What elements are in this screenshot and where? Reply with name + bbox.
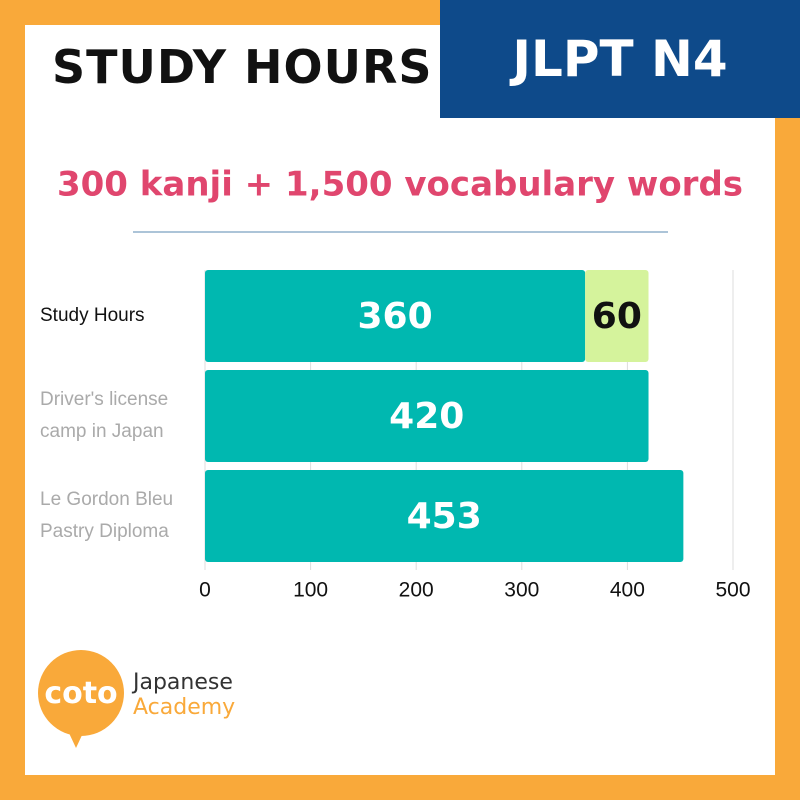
category-label: Driver's license camp in Japan	[40, 389, 169, 442]
x-tick-label: 500	[715, 579, 750, 602]
x-tick-label: 200	[399, 579, 434, 602]
logo-text: Academy	[133, 695, 236, 720]
logo-mark: coto	[38, 650, 124, 736]
value-label: 60	[592, 296, 642, 337]
subtitle: 300 kanji + 1,500 vocabulary words	[57, 165, 743, 205]
bar	[205, 370, 649, 462]
bar	[205, 270, 586, 362]
x-tick-label: 300	[504, 579, 539, 602]
x-tick-label: 400	[610, 579, 645, 602]
x-tick-label: 100	[293, 579, 328, 602]
title: STUDY HOURS	[52, 40, 433, 94]
bar	[585, 270, 649, 362]
value-label: 453	[407, 496, 482, 537]
logo-text: Japanese	[133, 670, 233, 695]
category-label: Study Hours	[40, 305, 145, 326]
badge: JLPT N4	[440, 0, 800, 118]
value-label: 360	[358, 296, 433, 337]
value-label: 420	[389, 396, 464, 437]
x-tick-label: 0	[199, 579, 211, 602]
bar	[205, 470, 684, 562]
category-label: Le Gordon Bleu Pastry Diploma	[40, 489, 174, 542]
